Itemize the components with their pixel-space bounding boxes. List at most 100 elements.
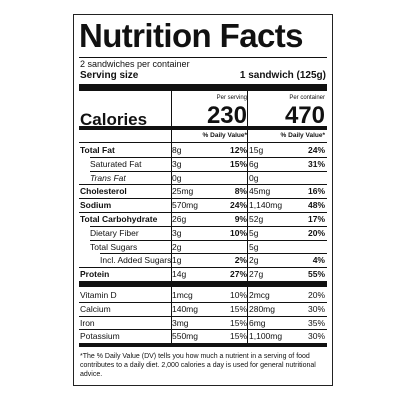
- calories-value: 230: [206, 102, 247, 129]
- daily-value: 15%: [229, 331, 247, 342]
- amount: 140mg: [172, 303, 198, 314]
- column-header: Per container: [289, 95, 325, 101]
- daily-value: 8%: [234, 186, 247, 197]
- nutrient-name: Trans Fat: [90, 172, 126, 183]
- nutrient-name: Vitamin D: [80, 290, 117, 300]
- thick-rule: [79, 84, 327, 91]
- amount: 52g: [249, 214, 264, 224]
- column-header: Per serving: [216, 95, 247, 101]
- nutrient-name: Total Fat: [80, 145, 115, 155]
- rule: [79, 267, 327, 269]
- rule: [90, 156, 327, 158]
- medium-rule: [79, 343, 327, 348]
- rule: [79, 301, 327, 303]
- nutrient-name: Total Sugars: [90, 241, 138, 252]
- rule: [100, 253, 327, 255]
- amount: 26g: [172, 214, 187, 224]
- medium-rule: [79, 126, 327, 130]
- daily-value: 30%: [307, 303, 325, 314]
- rule: [79, 198, 327, 200]
- amount: 3g: [172, 158, 182, 169]
- daily-value: 27%: [229, 269, 247, 280]
- amount: 3mg: [172, 317, 189, 328]
- rule: [79, 184, 327, 186]
- amount: 1,100mg: [249, 331, 283, 342]
- nutrient-name: Sodium: [80, 200, 112, 211]
- nutrient-name: Iron: [80, 317, 95, 328]
- rule: [79, 315, 327, 317]
- daily-value: 20%: [307, 227, 325, 238]
- footnote: *The % Daily Value (DV) tells you how mu…: [80, 353, 316, 379]
- daily-value: 12%: [229, 145, 247, 155]
- amount: 25mg: [172, 186, 194, 197]
- rule: [79, 57, 327, 58]
- daily-value: 16%: [307, 186, 325, 197]
- amount: 570mg: [172, 200, 198, 211]
- amount: 14g: [172, 269, 187, 280]
- daily-value-header: % Daily Value*: [202, 132, 247, 139]
- title: Nutrition Facts: [79, 17, 303, 54]
- daily-value: 10%: [229, 227, 247, 238]
- daily-value: 2%: [234, 255, 247, 266]
- amount: 3g: [172, 227, 182, 238]
- amount: 280mg: [249, 303, 275, 314]
- amount: 1g: [172, 255, 182, 266]
- amount: 2mcg: [249, 290, 270, 300]
- daily-value: 9%: [234, 214, 247, 224]
- amount: 5g: [249, 227, 259, 238]
- thick-rule: [79, 281, 327, 287]
- amount: 2g: [172, 241, 182, 252]
- column-line: [171, 91, 172, 344]
- amount: 5g: [249, 241, 259, 252]
- nutrient-name: Calcium: [80, 303, 111, 314]
- amount: 0g: [172, 172, 182, 183]
- serving-size: 1 sandwich (125g): [239, 70, 326, 81]
- nutrient-name: Saturated Fat: [90, 158, 142, 169]
- rule: [79, 212, 327, 213]
- amount: 15g: [249, 145, 264, 155]
- amount: 2g: [249, 255, 259, 266]
- rule: [79, 329, 327, 331]
- daily-value: 55%: [307, 269, 325, 280]
- nutrition-label: Nutrition Facts 2 sandwiches per contain…: [73, 14, 333, 386]
- amount: 6mg: [249, 317, 266, 328]
- amount: 1mcg: [172, 290, 193, 300]
- daily-value: 35%: [307, 317, 325, 328]
- nutrient-name: Potassium: [80, 331, 120, 342]
- rule: [79, 142, 327, 143]
- daily-value: 30%: [307, 331, 325, 342]
- daily-value: 15%: [229, 158, 247, 169]
- daily-value: 15%: [229, 317, 247, 328]
- amount: 6g: [249, 158, 259, 169]
- rule: [90, 170, 327, 172]
- amount: 550mg: [172, 331, 198, 342]
- daily-value: 48%: [307, 200, 325, 211]
- daily-value: 17%: [307, 214, 325, 224]
- daily-value: 20%: [307, 290, 325, 300]
- calories-label: Calories: [80, 110, 148, 129]
- amount: 0g: [249, 172, 259, 183]
- nutrient-name: Protein: [80, 269, 110, 280]
- amount: 45mg: [249, 186, 271, 197]
- amount: 1,140mg: [249, 200, 283, 211]
- daily-value: 24%: [229, 200, 247, 211]
- nutrient-name: Incl. Added Sugars: [100, 255, 172, 266]
- nutrient-name: Dietary Fiber: [90, 227, 139, 238]
- daily-value: 4%: [312, 255, 325, 266]
- amount: 27g: [249, 269, 264, 280]
- column-line: [247, 91, 248, 344]
- daily-value-header: % Daily Value*: [280, 132, 325, 139]
- serving-size-label: Serving size: [80, 70, 139, 81]
- daily-value: 15%: [229, 303, 247, 314]
- nutrient-name: Total Carbohydrate: [80, 214, 158, 224]
- servings: 2 sandwiches per container: [80, 59, 190, 69]
- daily-value: 10%: [229, 290, 247, 300]
- daily-value: 24%: [307, 145, 325, 155]
- amount: 8g: [172, 145, 182, 155]
- rule: [90, 225, 327, 227]
- rule: [90, 239, 327, 241]
- calories-value: 470: [284, 102, 325, 129]
- daily-value: 31%: [307, 158, 325, 169]
- nutrient-name: Cholesterol: [80, 186, 127, 197]
